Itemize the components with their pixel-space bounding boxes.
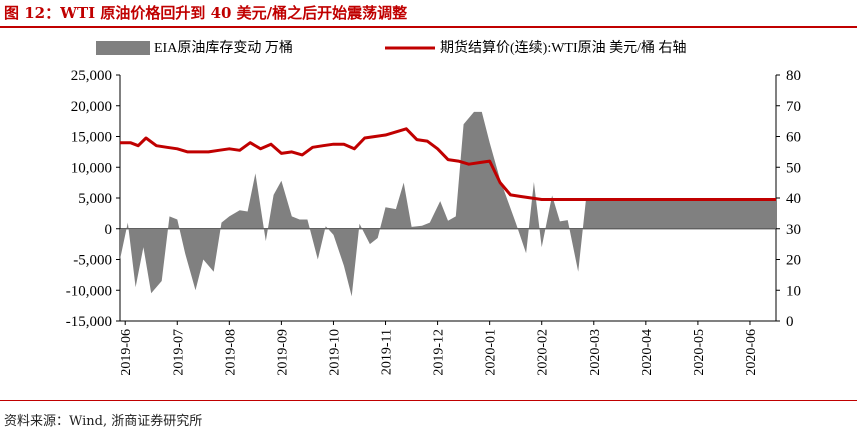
x-tick-label: 2020-04 — [640, 329, 655, 376]
x-tick-label: 2019-12 — [432, 329, 447, 376]
left-tick-label: 15,000 — [71, 130, 112, 146]
right-axis-ticks: 0 10 20 30 40 50 60 70 80 — [776, 68, 801, 330]
right-tick-label: 20 — [786, 253, 801, 269]
right-tick-label: 10 — [786, 283, 801, 299]
right-tick-label: 30 — [786, 222, 801, 238]
left-tick-label: 5,000 — [78, 191, 112, 207]
x-tick-label: 2019-10 — [327, 329, 342, 376]
source-note: 资料来源：Wind, 浙商证券研究所 — [4, 414, 203, 429]
x-axis-ticks: 2019-06 2019-07 2019-08 2019-09 2019-10 2019-… — [119, 321, 759, 376]
x-tick-label: 2019-08 — [223, 329, 238, 376]
right-tick-label: 50 — [786, 160, 801, 176]
x-tick-label: 2019-07 — [171, 329, 186, 376]
left-tick-label: 25,000 — [71, 68, 112, 84]
right-tick-label: 80 — [786, 68, 801, 84]
x-tick-label: 2020-02 — [536, 329, 551, 376]
x-tick-label: 2020-06 — [744, 329, 759, 376]
x-tick-label: 2020-05 — [692, 329, 707, 376]
right-tick-label: 40 — [786, 191, 801, 207]
inventory-area — [120, 111, 776, 297]
x-tick-label: 2019-06 — [119, 329, 134, 376]
wti-price-line — [120, 127, 776, 201]
left-tick-label: -15,000 — [66, 314, 112, 330]
right-tick-label: 70 — [786, 99, 801, 115]
left-tick-label: 10,000 — [71, 160, 112, 176]
legend-label-wti: 期货结算价(连续):WTI原油 美元/桶 右轴 — [440, 39, 687, 56]
right-tick-label: 60 — [786, 130, 801, 146]
figure-title: 图 12：WTI 原油价格回升到 40 美元/桶之后开始震荡调整 — [4, 4, 408, 22]
x-tick-label: 2020-01 — [484, 329, 499, 376]
chart: EIA原油库存变动 万桶 期货结算价(连续):WTI原油 美元/桶 右轴 -15… — [66, 39, 801, 376]
legend: EIA原油库存变动 万桶 期货结算价(连续):WTI原油 美元/桶 右轴 — [96, 39, 687, 56]
left-tick-label: 0 — [105, 222, 113, 238]
x-tick-label: 2019-11 — [380, 329, 395, 375]
legend-label-inventory: EIA原油库存变动 万桶 — [154, 40, 293, 56]
legend-swatch-inventory — [96, 41, 150, 55]
left-tick-label: -5,000 — [73, 253, 112, 269]
x-tick-label: 2020-03 — [588, 329, 603, 376]
left-tick-label: 20,000 — [71, 99, 112, 115]
left-axis-ticks: -15,000 -10,000 -5,000 0 5,000 10,000 15,000 20… — [66, 68, 120, 330]
footer-divider — [0, 400, 857, 401]
x-tick-label: 2019-09 — [275, 329, 290, 376]
left-tick-label: -10,000 — [66, 283, 112, 299]
title-divider — [0, 26, 857, 28]
right-tick-label: 0 — [786, 314, 794, 330]
wti-price-line-series — [120, 127, 776, 201]
inventory-area-series — [120, 111, 776, 297]
